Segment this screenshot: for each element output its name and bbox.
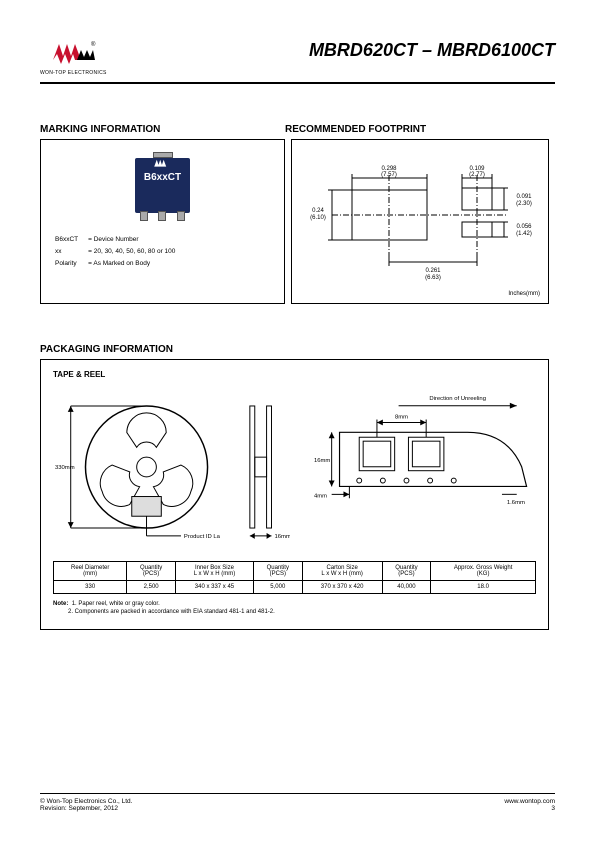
- footprint-unit-label: Inches(mm): [508, 291, 540, 297]
- table-header: Reel Diameter(mm): [54, 562, 127, 581]
- svg-text:330mm: 330mm: [55, 465, 75, 471]
- footer-page: 3: [504, 805, 555, 812]
- packaging-panel: TAPE & REEL Product ID Label: [40, 359, 549, 630]
- tape-reel-title: TAPE & REEL: [53, 370, 536, 379]
- footer-url: www.wontop.com: [504, 798, 555, 805]
- svg-text:16mm: 16mm: [314, 458, 330, 464]
- marking-panel: B6xxCT B6xxCT= Device Number xx= 20, 30,…: [40, 139, 285, 304]
- header-rule: [40, 82, 555, 84]
- marking-section-title: MARKING INFORMATION: [40, 124, 285, 135]
- company-logo-icon: ®: [51, 40, 96, 68]
- logo: ® WON-TOP ELECTRONICS: [40, 40, 107, 76]
- header: ® WON-TOP ELECTRONICS MBRD620CT – MBRD61…: [40, 40, 555, 76]
- table-row: 330 2,500 340 x 337 x 45 5,000 370 x 370…: [54, 581, 536, 594]
- svg-text:(2.30): (2.30): [516, 201, 532, 207]
- footer-copyright: © Won-Top Electronics Co., Ltd.: [40, 798, 132, 805]
- legend-row: xx= 20, 30, 40, 50, 60, 80 or 100: [55, 247, 175, 257]
- footprint-panel: 0.298 (7.57) 0.109 (2.77) 0.24 (6.10) 0.…: [291, 139, 549, 304]
- table-header: Carton SizeL x W x H (mm): [302, 562, 382, 581]
- chip-marking-text: B6xxCT: [144, 172, 181, 183]
- svg-text:0.091: 0.091: [516, 194, 532, 200]
- svg-text:0.056: 0.056: [516, 224, 532, 230]
- part-number-title: MBRD620CT – MBRD6100CT: [309, 40, 555, 61]
- svg-text:8mm: 8mm: [395, 415, 408, 421]
- svg-text:Direction of Unreeling: Direction of Unreeling: [429, 396, 486, 402]
- table-header: Quantity(PCS): [382, 562, 431, 581]
- packaging-notes: Note: 1. Paper reel, white or gray color…: [53, 600, 536, 617]
- company-subtitle: WON-TOP ELECTRONICS: [40, 70, 107, 76]
- legend-row: B6xxCT= Device Number: [55, 235, 175, 245]
- packaging-table: Reel Diameter(mm) Quantity(PCS) Inner Bo…: [53, 561, 536, 594]
- chip-marking-diagram: B6xxCT: [135, 158, 190, 213]
- table-header: Quantity(PCS): [254, 562, 303, 581]
- svg-text:®: ®: [91, 41, 96, 48]
- table-header: Quantity(PCS): [127, 562, 176, 581]
- svg-text:16mm: 16mm: [275, 534, 290, 540]
- tape-diagram: Direction of Unreeling: [310, 387, 536, 517]
- svg-text:(6.10): (6.10): [310, 215, 326, 221]
- svg-text:(6.63): (6.63): [425, 275, 441, 281]
- svg-text:0.261: 0.261: [425, 268, 441, 274]
- svg-text:(7.57): (7.57): [381, 172, 397, 178]
- marking-legend: B6xxCT= Device Number xx= 20, 30, 40, 50…: [53, 233, 177, 270]
- svg-text:0.24: 0.24: [312, 208, 324, 214]
- legend-row: Polarity= As Marked on Body: [55, 259, 175, 269]
- table-header: Approx. Gross Weight(KG): [431, 562, 536, 581]
- svg-text:1.6mm: 1.6mm: [506, 500, 524, 506]
- footprint-diagram: 0.298 (7.57) 0.109 (2.77) 0.24 (6.10) 0.…: [292, 140, 550, 305]
- svg-text:Product ID Label: Product ID Label: [184, 534, 220, 540]
- table-header: Inner Box SizeL x W x H (mm): [175, 562, 253, 581]
- footer-revision: Revision: September, 2012: [40, 805, 132, 812]
- chip-logo-icon: [153, 158, 173, 170]
- footprint-section-title: RECOMMENDED FOOTPRINT: [285, 124, 426, 135]
- packaging-section-title: PACKAGING INFORMATION: [40, 344, 555, 355]
- reel-front-diagram: Product ID Label 330mm: [53, 387, 220, 547]
- reel-side-diagram: 16mm: [240, 387, 289, 547]
- svg-text:(1.42): (1.42): [516, 231, 532, 237]
- svg-text:(2.77): (2.77): [469, 172, 485, 178]
- svg-text:4mm: 4mm: [314, 493, 327, 499]
- footer: © Won-Top Electronics Co., Ltd. Revision…: [40, 793, 555, 812]
